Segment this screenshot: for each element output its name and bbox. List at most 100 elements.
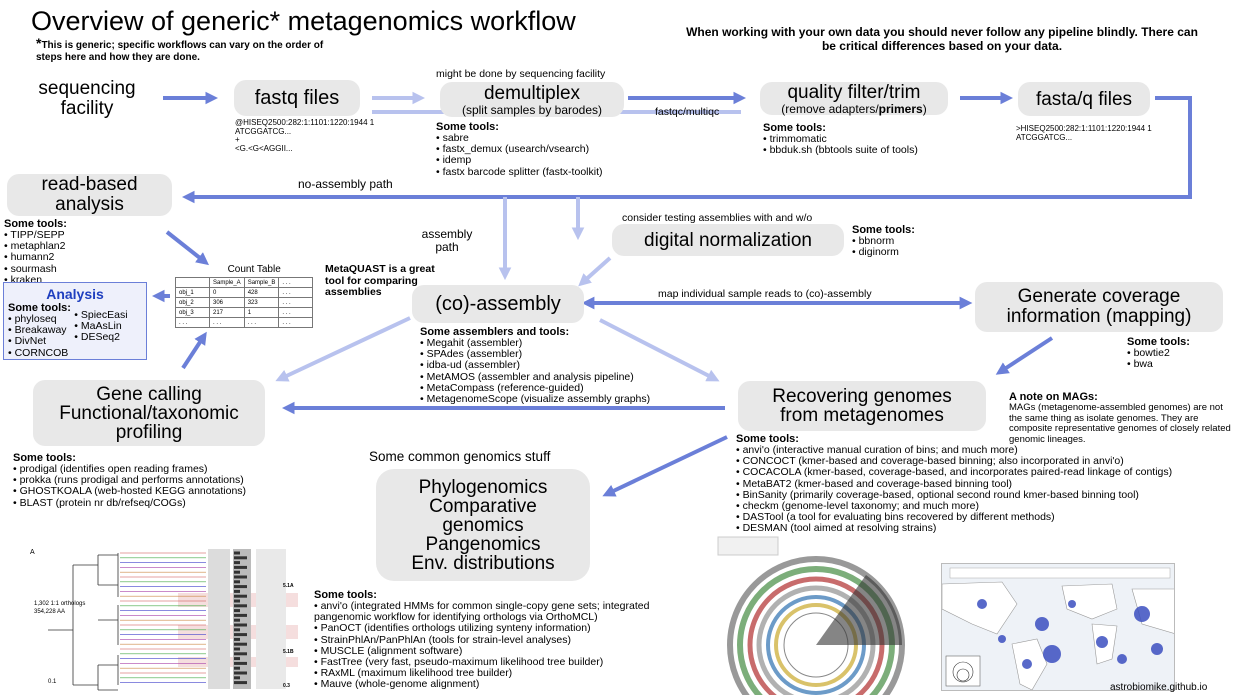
tool-item: CORNCOB xyxy=(8,347,69,359)
tool-item: fastx_demux (usearch/vsearch) xyxy=(436,143,602,155)
tree-leaf-bar xyxy=(234,575,247,579)
coassembly-label: (co)-assembly xyxy=(435,293,561,315)
tool-item: sabre xyxy=(436,132,602,144)
gene-calling-tools: Some tools: prodigal (identifies open re… xyxy=(13,452,246,509)
map-sample-site xyxy=(1096,636,1108,648)
genomics-line: Env. distributions xyxy=(411,552,555,574)
tree-leaf-bar xyxy=(234,551,240,555)
gene-calling-node: Gene calling Functional/taxonomic profil… xyxy=(33,380,265,446)
tool-item: bbduk.sh (bbtools suite of tools) xyxy=(763,144,918,156)
tree-figure-graphic: A 1,302 1:1 orthologs 354,228 AA 0.1 5.1… xyxy=(30,549,298,691)
tree-leaf-bar xyxy=(234,599,240,603)
pipeline-warning: When working with your own data you shou… xyxy=(686,25,1198,53)
tool-item: DESMAN (tool aimed at resolving strains) xyxy=(736,523,1172,534)
tree-right-label: 5.1A xyxy=(283,583,294,589)
tool-item: FastTree (very fast, pseudo-maximum like… xyxy=(314,656,706,668)
tree-scale-label: 0.1 xyxy=(48,679,57,685)
coverage-node: Generate coverage information (mapping) xyxy=(975,282,1223,332)
tool-item: Megahit (assembler) xyxy=(420,337,650,349)
tool-item: StrainPhlAn/PanPhlAn (tools for strain-l… xyxy=(314,634,706,646)
fasta-files-label: fasta/q files xyxy=(1035,88,1133,110)
gene-calling-line: Gene calling xyxy=(96,383,202,405)
tool-item: DESeq2 xyxy=(74,332,127,343)
table-cell: . . . xyxy=(209,317,245,328)
tool-item: kraken xyxy=(4,274,67,286)
tree-leaf-bar xyxy=(234,666,240,670)
table-cell: . . . xyxy=(278,277,314,288)
genomics-tools: Some tools: anvi'o (integrated HMMs for … xyxy=(314,589,706,691)
arrow-dignorm-to-assembly xyxy=(578,256,612,287)
tree-leaf-bar xyxy=(234,676,240,680)
genomics-line: genomics xyxy=(442,514,524,536)
arrow-recovering-to-genomics xyxy=(602,435,728,497)
table-cell: 306 xyxy=(209,297,245,308)
demux-tools: Some tools: sabre fastx_demux (usearch/v… xyxy=(436,121,602,178)
arrow-fasta-to-read-based xyxy=(181,96,1192,204)
assembly-path-label: assembly path xyxy=(421,227,473,254)
tools-heading: Some tools: xyxy=(1127,336,1190,348)
map-size-key xyxy=(945,655,981,687)
circular-figure-graphic xyxy=(717,536,905,695)
genomics-node: Phylogenomics Comparative genomics Pange… xyxy=(376,469,590,581)
tree-leaf-bar xyxy=(234,623,247,627)
tool-item: humann2 xyxy=(4,252,67,263)
tree-leaf-bar xyxy=(234,594,247,598)
table-row: obj_1 0 428. . . xyxy=(175,287,314,298)
quality-sub-bold: primers xyxy=(878,101,923,116)
tool-item: fastx barcode splitter (fastx-toolkit) xyxy=(436,166,603,178)
tree-right-label: 0.3 xyxy=(283,683,290,689)
tree-leaf-bar xyxy=(234,637,240,641)
tool-item: BinSanity (primarily coverage-based, opt… xyxy=(736,489,1172,501)
count-table-title: Count Table xyxy=(227,264,281,275)
generic-note-text: This is generic; specific workflows can … xyxy=(36,40,324,63)
table-cell: 428 xyxy=(243,287,280,298)
arrow-assembly-to-genecalling xyxy=(275,316,411,382)
genomics-heading: Some common genomics stuff xyxy=(369,449,551,464)
coassembly-node: (co)-assembly xyxy=(412,285,584,323)
footer-url: astrobiomike.github.io xyxy=(1110,682,1208,693)
tree-leaf-bar xyxy=(234,556,247,560)
tool-item: sourmash xyxy=(4,263,67,275)
tool-item: DivNet xyxy=(8,336,68,347)
fastq-example: @HISEQ2500:282:1:1101:1220:1944 1 ATCGGA… xyxy=(235,118,385,153)
circular-highlight xyxy=(816,575,902,645)
world-map-figure xyxy=(941,563,1175,691)
dignorm-note: consider testing assemblies with and w/o xyxy=(622,212,813,224)
table-cell: 323 xyxy=(243,297,280,308)
table-cell: obj_3 xyxy=(175,307,210,318)
tool-item: Breakaway xyxy=(8,324,68,336)
tools-heading: Some tools: xyxy=(763,122,826,134)
arrow-coverage-to-recovering xyxy=(995,336,1054,375)
fastq-files-node: fastq files xyxy=(234,80,360,116)
map-sample-site xyxy=(1035,617,1049,631)
coassembly-tools: Some assemblers and tools: Megahit (asse… xyxy=(420,326,650,405)
page-title: Overview of generic* metagenomics workfl… xyxy=(31,6,576,36)
analysis-title: Analysis xyxy=(46,286,104,302)
asterisk: * xyxy=(36,35,42,51)
tool-item: anvi'o (interactive manual curation of b… xyxy=(736,444,1172,456)
tree-leaf-bar xyxy=(234,661,247,665)
demux-note: might be done by sequencing facility xyxy=(436,68,606,80)
tool-item: GHOSTKOALA (web-hosted KEGG annotations) xyxy=(13,486,246,497)
tree-branches xyxy=(48,553,119,691)
tree-leaf-bar xyxy=(234,580,240,584)
mags-body: MAGs (metagenome-assembled genomes) are … xyxy=(1009,402,1231,445)
analysis-tools-col2: SpiecEasi MaAsLin DESeq2 xyxy=(74,309,128,359)
fasta-example-line: ATCGGATCG... xyxy=(1016,132,1073,142)
quality-sub-pre: (remove adapters/ xyxy=(781,101,879,116)
fastq-example-line: ATCGGATCG... xyxy=(235,126,292,136)
tool-item: MaAsLin xyxy=(74,320,127,332)
tool-item: prodigal (identifies open reading frames… xyxy=(13,463,246,475)
tool-item: MUSCLE (alignment software) xyxy=(314,645,706,657)
sequencing-facility: sequencing facility xyxy=(38,78,136,119)
count-table-grid: Sample_A Sample_B. . . obj_1 0 428. . . obj… xyxy=(175,277,314,328)
table-cell: 217 xyxy=(209,307,245,318)
arrow-genecalling-to-analysis xyxy=(181,331,207,370)
map-sample-site xyxy=(1117,654,1127,664)
tree-leaf-bar xyxy=(234,647,240,651)
tool-item: idba-ud (assembler) xyxy=(420,360,650,371)
fastq-files-label: fastq files xyxy=(254,87,340,109)
tree-leaf-bar xyxy=(234,671,247,675)
gene-calling-line: profiling xyxy=(115,421,183,443)
